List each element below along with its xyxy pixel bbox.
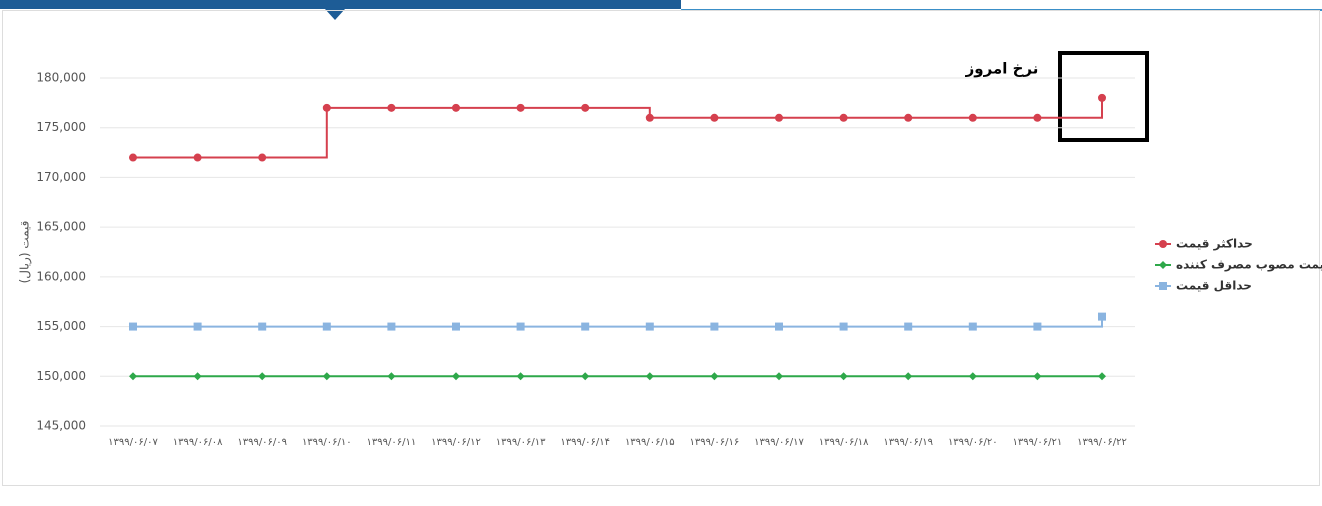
step-line	[133, 316, 1103, 328]
x-tick-label: ۱۳۹۹/۰۶/۱۵	[625, 437, 675, 448]
x-tick-label: ۱۳۹۹/۰۶/۱۳	[496, 437, 546, 448]
point	[645, 113, 654, 122]
point	[839, 372, 848, 381]
tab-pointer	[325, 9, 345, 20]
point	[129, 153, 137, 162]
x-tick-label: ۱۳۹۹/۰۶/۰۸	[173, 437, 223, 448]
y-tick-label: 145,000	[36, 419, 86, 433]
point	[1033, 113, 1042, 122]
point	[968, 372, 977, 381]
point	[1098, 372, 1106, 381]
point	[322, 372, 331, 381]
x-tick-label: ۱۳۹۹/۰۶/۱۰	[302, 437, 352, 448]
point	[516, 372, 525, 381]
point	[1159, 261, 1167, 269]
y-tick-label: 175,000	[36, 120, 86, 134]
point	[710, 372, 719, 381]
x-tick-label: ۱۳۹۹/۰۶/۱۸	[819, 437, 869, 448]
x-tick-label: ۱۳۹۹/۰۶/۰۷	[108, 437, 158, 448]
point	[193, 322, 202, 331]
point	[193, 153, 202, 162]
point	[968, 322, 977, 331]
legend-label: قیمت مصوب مصرف کننده	[1176, 258, 1322, 273]
y-tick-label: 170,000	[36, 170, 86, 184]
x-tick-label: ۱۳۹۹/۰۶/۰۹	[237, 437, 287, 448]
point	[322, 322, 331, 331]
point	[129, 322, 137, 331]
x-tick-label: ۱۳۹۹/۰۶/۲۲	[1077, 437, 1127, 448]
annotation: نرخ امروز	[965, 60, 1039, 78]
point	[322, 103, 331, 112]
point	[258, 372, 267, 381]
y-tick-label: 160,000	[36, 269, 86, 283]
point	[904, 113, 913, 122]
y-tick-label: 180,000	[36, 71, 86, 85]
y-tick-label: 165,000	[36, 220, 86, 234]
point	[839, 322, 848, 331]
point	[968, 113, 977, 122]
point	[1159, 240, 1167, 248]
point	[1033, 322, 1042, 331]
y-tick-label: 150,000	[36, 369, 86, 383]
x-tick-label: ۱۳۹۹/۰۶/۱۴	[560, 437, 610, 448]
point	[452, 103, 460, 112]
x-tick-label: ۱۳۹۹/۰۶/۱۱	[367, 437, 417, 448]
point	[710, 113, 719, 122]
x-tick-label: ۱۳۹۹/۰۶/۱۲	[431, 437, 481, 448]
point	[775, 113, 783, 122]
y-tick-label: 155,000	[36, 319, 86, 333]
x-tick-label: ۱۳۹۹/۰۶/۲۱	[1013, 437, 1063, 448]
point	[516, 322, 525, 331]
point	[452, 372, 460, 381]
point	[1159, 282, 1167, 290]
point	[645, 322, 654, 331]
point	[258, 153, 267, 162]
point	[193, 372, 202, 381]
y-axis-label: قیمت (ریال)	[18, 221, 33, 284]
point	[129, 372, 137, 381]
point	[775, 372, 783, 381]
point	[387, 103, 396, 112]
point	[1033, 372, 1042, 381]
point	[904, 372, 913, 381]
x-tick-label: ۱۳۹۹/۰۶/۱۷	[754, 437, 804, 448]
point	[581, 322, 590, 331]
x-tick-label: ۱۳۹۹/۰۶/۱۹	[883, 437, 933, 448]
point	[452, 322, 460, 331]
point	[710, 322, 719, 331]
point	[516, 103, 525, 112]
active-tab[interactable]	[0, 0, 681, 9]
point	[775, 322, 783, 331]
x-tick-label: ۱۳۹۹/۰۶/۲۰	[948, 437, 998, 448]
point	[839, 113, 848, 122]
legend-label: حداقل قیمت	[1176, 279, 1252, 293]
point	[258, 322, 267, 331]
legend-label: حداکثر قیمت	[1176, 237, 1253, 251]
x-tick-label: ۱۳۹۹/۰۶/۱۶	[690, 437, 740, 448]
point	[1098, 312, 1106, 321]
point	[645, 372, 654, 381]
point	[581, 372, 590, 381]
point	[387, 322, 396, 331]
point	[904, 322, 913, 331]
point	[387, 372, 396, 381]
point	[1098, 93, 1106, 102]
annotation-box	[1058, 51, 1149, 142]
point	[581, 103, 590, 112]
panel-border	[2, 10, 1320, 486]
